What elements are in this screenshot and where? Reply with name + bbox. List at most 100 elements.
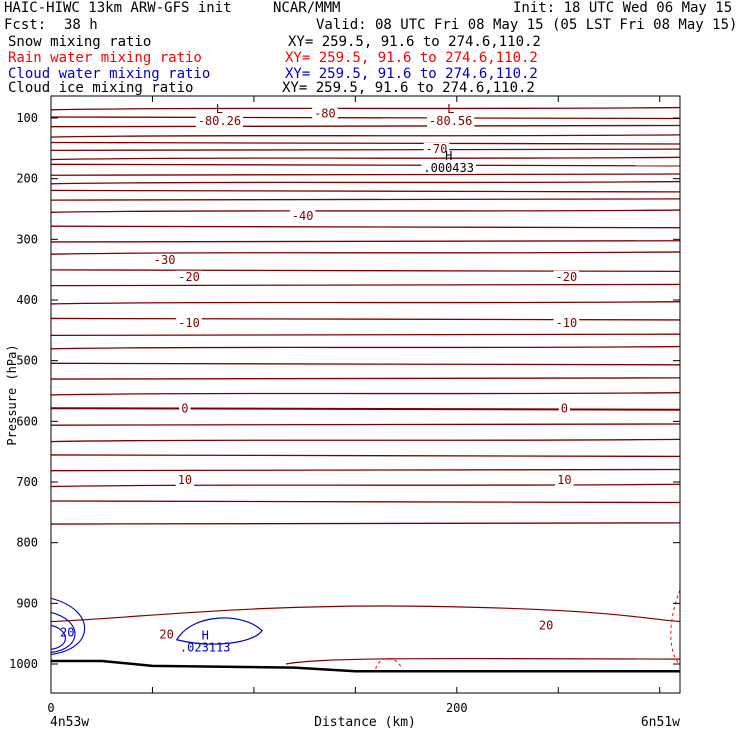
rain-water-contour [375, 657, 403, 670]
forecast-label: Fcst: [4, 17, 47, 33]
field-name-snow: Snow mixing ratio [8, 34, 152, 50]
isotherm-line [50, 148, 681, 151]
forecast-hour: 38 h [64, 17, 98, 33]
rain-water-contour [670, 589, 681, 666]
isotherm-label: 10 [178, 473, 192, 487]
isotherm-line [50, 392, 681, 396]
isotherm-line [50, 156, 681, 161]
cloud-water-contour [175, 617, 263, 645]
isotherm-label: 0 [561, 401, 568, 415]
isotherm-line [50, 163, 681, 167]
isotherm-label-bg [289, 210, 316, 223]
isotherm-label-bg [423, 142, 450, 155]
isotherm-label: -30 [154, 253, 176, 267]
isotherm-line [50, 198, 681, 201]
field-name-cloud-water: Cloud water mixing ratio [8, 66, 211, 82]
y-tick-label: 500 [16, 354, 38, 368]
extremum-letter: L [216, 102, 223, 116]
isotherm-line [285, 657, 681, 665]
isotherm-line [50, 173, 681, 176]
y-tick-label: 200 [16, 172, 38, 186]
isotherm-label-bg [312, 107, 338, 120]
extremum-value: .023113 [180, 641, 231, 655]
plot-frame [50, 95, 681, 694]
extremum-letter: L [447, 102, 454, 116]
isotherm-label: 10 [557, 473, 571, 487]
isotherm-label-bg [175, 474, 195, 486]
y-tick-label: 700 [16, 475, 38, 489]
isotherm-label-bg [555, 474, 574, 486]
isotherm-line [50, 141, 681, 145]
isotherm-label: -10 [556, 316, 578, 330]
isotherm-label-bg [553, 270, 580, 283]
init-time: Init: 18 UTC Wed 06 May 15 [513, 0, 733, 16]
x-end-label: 6n51w [641, 715, 680, 730]
isotherm-label: -20 [178, 270, 200, 284]
isotherm-line [50, 362, 681, 366]
isotherm-label: -70 [426, 142, 448, 156]
isotherm-line [50, 522, 681, 525]
extremum-value: -80.56 [429, 114, 472, 128]
isotherm-label-bg [179, 402, 191, 415]
x-tick-label: 200 [446, 701, 468, 715]
cloud-water-contour [50, 597, 86, 655]
extremum-value-bg [178, 641, 233, 654]
cloud-water-contour [50, 611, 76, 653]
y-axis-label: Pressure (hPa) [5, 344, 19, 445]
field-name-rain: Rain water mixing ratio [8, 50, 202, 66]
isotherm-label: -80 [314, 107, 336, 121]
field-xy-cloud-water: XY= 259.5, 91.6 to 274.6,110.2 [285, 66, 538, 82]
isotherm-label: 0 [181, 401, 188, 415]
valid-time: Valid: 08 UTC Fri 08 May 15 (05 LST Fri … [316, 17, 738, 33]
isotherm-line [50, 454, 681, 458]
extremum-value: .000433 [423, 161, 474, 175]
y-tick-label: 400 [16, 293, 38, 307]
cloud-water-label: 20 [60, 626, 74, 640]
extremum-value-bg [421, 161, 476, 174]
isotherm-line [50, 333, 681, 337]
extremum-value: -80.26 [198, 114, 241, 128]
terrain-surface [51, 659, 680, 673]
isotherm-label-bg [157, 628, 176, 641]
isotherm-line [50, 407, 681, 411]
isotherm-line [50, 225, 681, 229]
y-tick-label: 800 [16, 536, 38, 550]
extremum-value-bg [195, 115, 244, 128]
isotherm-line [50, 468, 681, 472]
y-tick-label: 1000 [9, 657, 38, 671]
isotherm-line [50, 317, 681, 321]
isotherm-line [50, 438, 681, 443]
model-title: HAIC-HIWC 13km ARW-GFS init [4, 0, 232, 16]
field-xy-cloud-ice: XY= 259.5, 91.6 to 274.6,110.2 [282, 80, 535, 96]
isotherm-line [50, 301, 681, 305]
y-tick-label: 600 [16, 414, 38, 428]
extremum-letter: H [202, 629, 209, 643]
isotherm-label: -40 [292, 209, 314, 223]
isotherm-line [50, 377, 681, 380]
isotherm-label-bg [558, 402, 570, 415]
x-tick-label: 0 [47, 701, 54, 715]
isotherm-line [50, 106, 681, 111]
field-xy-rain: XY= 259.5, 91.6 to 274.6,110.2 [285, 50, 538, 66]
isotherm-line [50, 189, 681, 193]
extremum-value-bg [427, 115, 475, 128]
isotherm-line [50, 209, 681, 213]
isotherm-line [50, 269, 681, 273]
isotherm-line [50, 251, 681, 255]
y-tick-label: 900 [16, 596, 38, 610]
x-start-label: 4n53w [50, 715, 89, 730]
org-label: NCAR/MMM [273, 0, 341, 16]
y-tick-label: 100 [16, 111, 38, 125]
field-name-cloud-ice: Cloud ice mixing ratio [8, 80, 194, 96]
isotherm-line [50, 116, 681, 120]
isotherm-line [50, 500, 681, 504]
isotherm-label-bg [536, 619, 556, 632]
extremum-letter: H [445, 149, 452, 163]
isotherm-line [50, 423, 681, 426]
isotherm-label-bg [176, 316, 202, 329]
y-tick-label: 300 [16, 232, 38, 246]
isotherm-line [50, 180, 681, 185]
isotherm-label-bg [176, 270, 202, 283]
x-axis-label: Distance (km) [314, 715, 416, 730]
